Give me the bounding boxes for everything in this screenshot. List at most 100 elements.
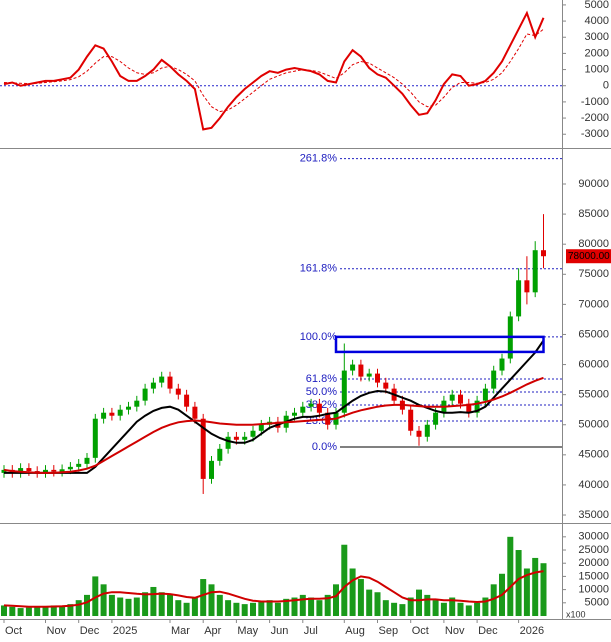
candle-body [424,424,430,437]
volume-bar [191,597,198,616]
candle-body [341,370,347,413]
candle-body [366,373,372,377]
volume-bar [17,608,24,616]
y-tick-label: 20000 [578,557,609,569]
x-tick-label: May [237,625,258,637]
volume-bar [175,600,182,616]
y-tick-label: 5000 [585,0,609,11]
fib-label: 61.8% [306,373,337,385]
x-tick-label: Nov [47,625,67,637]
volume-bar [125,598,132,616]
volume-bar [208,584,215,616]
candle-body [433,412,439,425]
volume-bar [474,602,481,616]
volume-bar [324,594,331,616]
volume-bar [133,597,140,616]
candle-body [491,370,497,389]
candle-body [449,394,455,401]
candle-body [416,430,422,437]
volume-bar [283,598,290,616]
y-tick-label: 10000 [578,584,609,596]
volume-bar [482,597,489,616]
volume-bar [258,601,265,616]
candle-body [59,469,65,472]
x-tick-label: Jul [304,625,318,637]
y-tick-label: 25000 [578,544,609,556]
price-tag-label: 78000.00 [568,251,610,262]
candle-body [532,250,538,293]
volume-bar [465,605,472,616]
candle-body [474,400,480,413]
candle-body [43,469,48,473]
volume-bar [407,597,414,616]
volume-bar [449,597,456,616]
candle-body [1,469,7,473]
y-tick-label: 15000 [578,570,609,582]
fib-label: 100.0% [300,331,338,343]
candle-body [541,250,546,257]
y-tick-label: 65000 [578,328,609,340]
volume-bar [490,584,497,616]
x-tick-label: Mar [171,625,190,637]
candle-body [482,388,488,401]
volume-bar [333,584,339,616]
candle-body [233,436,239,440]
fib-label: 161.8% [300,263,338,275]
volume-bar [233,602,240,616]
candle-body [76,463,82,467]
volume-bar [374,592,381,616]
candle-body [516,280,522,317]
y-tick-label: 2000 [585,47,609,59]
candle-body [67,466,73,470]
y-tick-label: 4000 [585,15,609,27]
volume-bar [532,557,539,616]
volume-bar [9,606,16,616]
volume-bar [158,592,165,616]
candle-body [184,394,190,407]
y-tick-label: -3000 [581,128,609,140]
fib-label: 50.0% [306,386,337,398]
volume-bar [34,606,41,616]
volume-bar [341,544,348,616]
x-tick-label: Sep [379,625,399,637]
price-tag [566,249,611,264]
volume-bar [50,605,57,616]
volume-bar [316,600,323,616]
volume-bar [515,550,522,616]
y-tick-label: 75000 [578,268,609,280]
candle-body [209,460,214,479]
fib-label: 0.0% [312,441,337,453]
candle-body [458,394,463,404]
x-tick-label: Dec [478,625,498,637]
candle-body [109,412,115,416]
volume-bar [440,602,447,616]
volume-bar [357,579,364,616]
volume-bar [59,606,66,616]
candle-body [375,373,380,383]
x-tick-label: Oct [412,625,429,637]
candle-body [18,468,24,473]
candle-body [175,388,181,395]
candle-body [150,382,156,389]
candle-body [258,424,264,431]
zone-box [334,335,545,354]
x-tick-label: Jun [271,625,289,637]
series-line [3,10,545,131]
x-tick-label: Oct [5,625,22,637]
y-tick-label: 5000 [585,597,609,609]
candle-body [242,436,248,440]
y-tick-label: 70000 [578,298,609,310]
volume-bar [349,568,356,616]
candle-body [408,409,414,431]
volume-bar [523,568,530,616]
volume-bar [308,597,315,616]
volume-bar [1,605,7,616]
volume-bar [507,536,514,616]
candle-body [51,469,57,472]
volume-bar [382,600,389,616]
series-line [3,376,544,474]
candle-body [134,400,140,407]
y-tick-label: 30000 [578,531,609,543]
volume-bar [108,594,115,616]
volume-bar [241,604,248,616]
